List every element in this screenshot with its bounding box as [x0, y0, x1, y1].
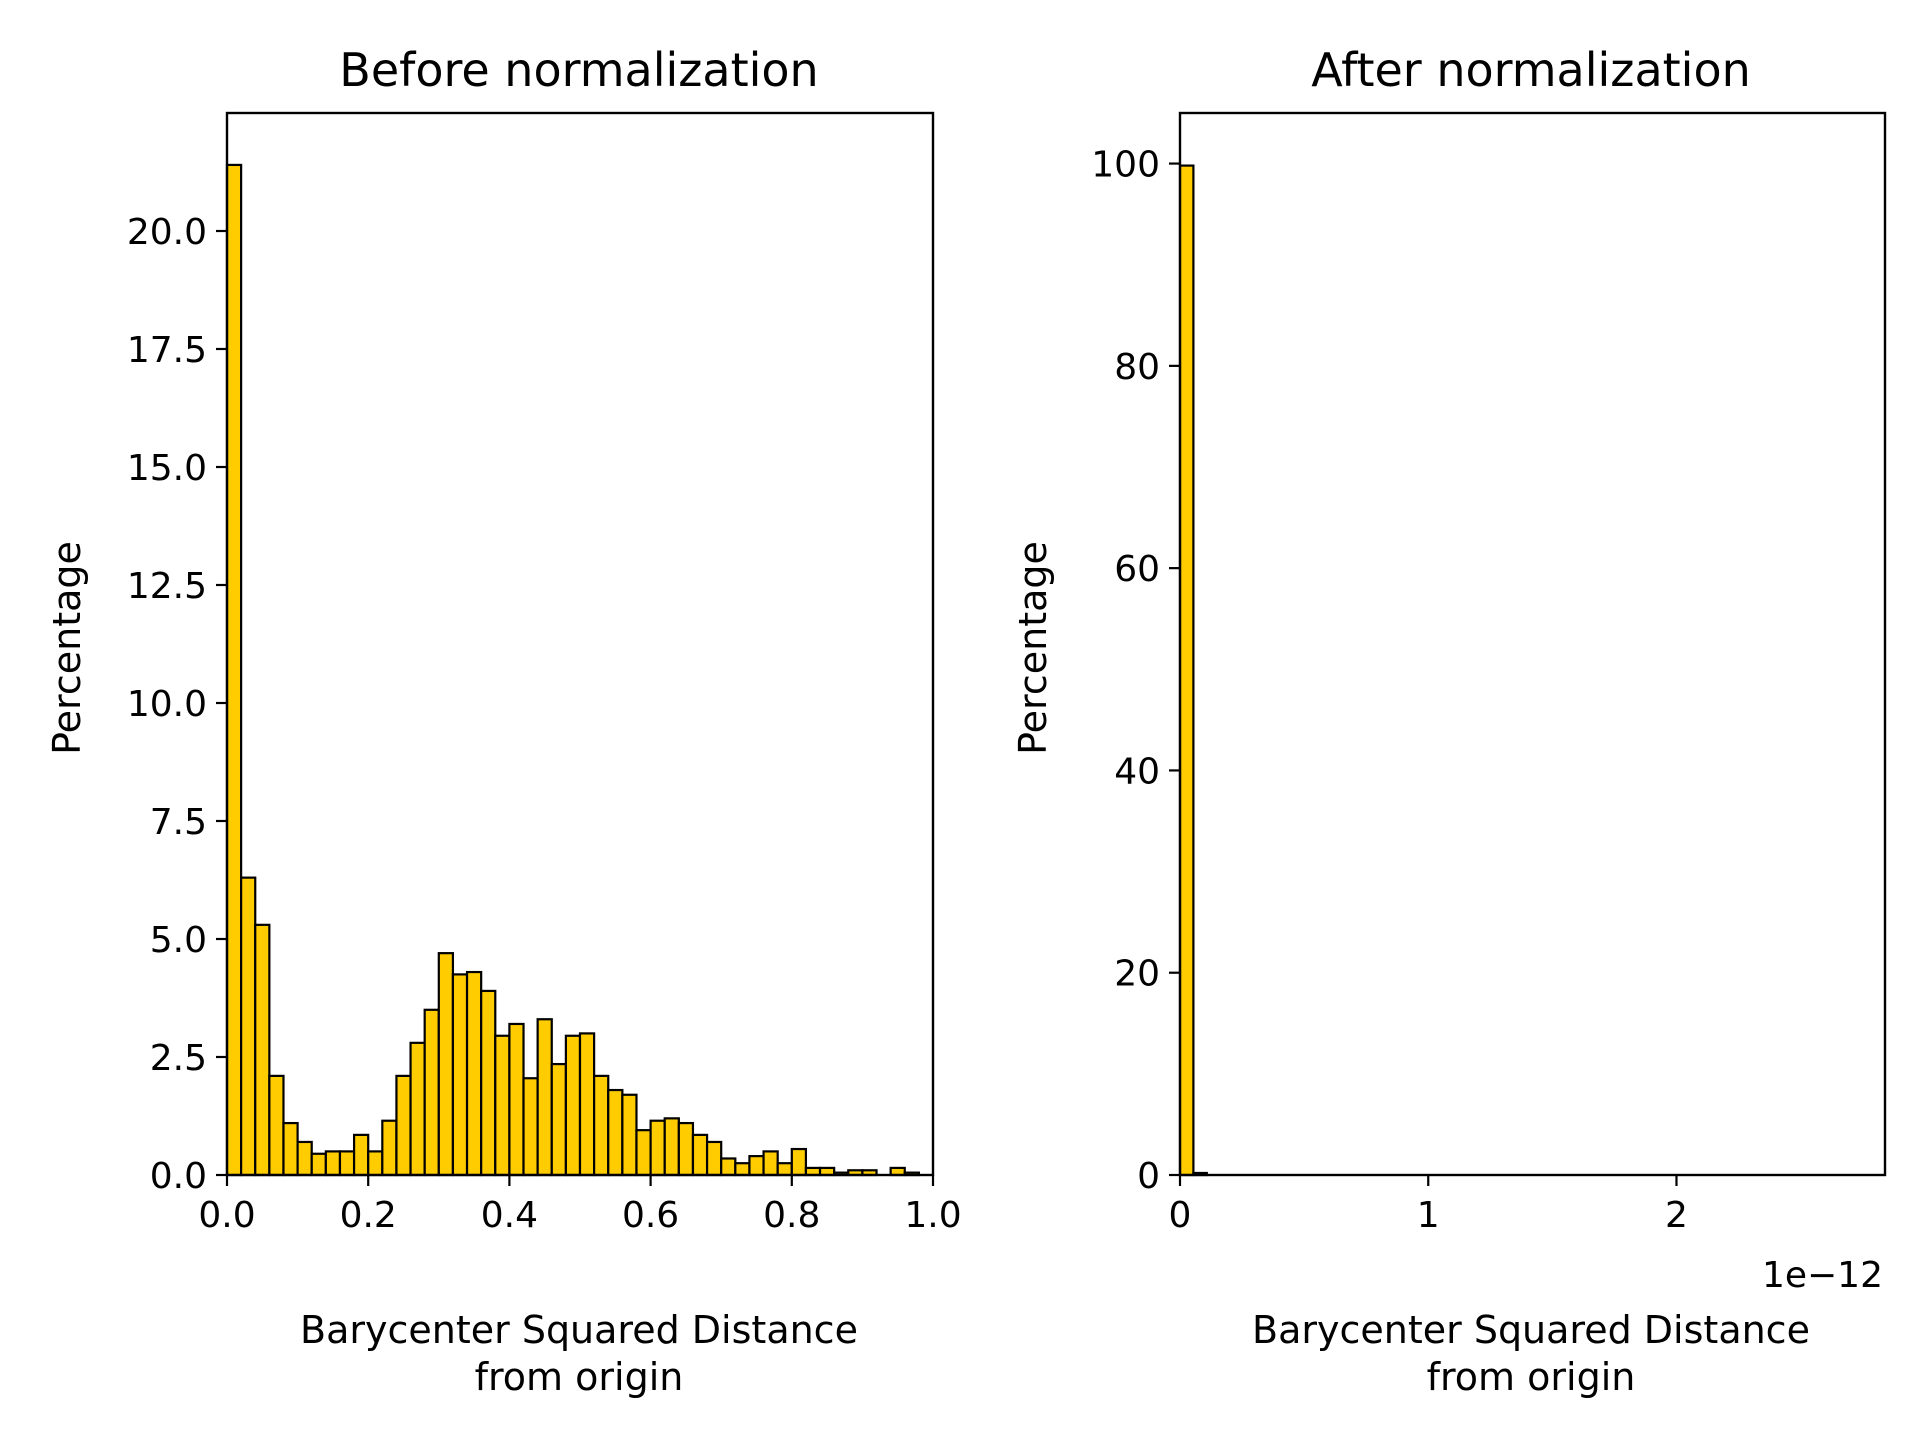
histogram-bar: [705, 1140, 723, 1177]
y-tick-label: 0: [1137, 1156, 1160, 1197]
histogram-bar: [578, 1032, 596, 1177]
histogram-bar: [776, 1162, 793, 1177]
y-tick-label: 2.5: [150, 1038, 207, 1079]
y-tick-label: 20: [1114, 954, 1160, 995]
histogram-bar: [691, 1133, 709, 1177]
histogram-bar: [310, 1152, 327, 1177]
histogram-bar: [762, 1150, 779, 1177]
histogram-bar: [381, 1119, 398, 1177]
x-tick-label: 0.6: [622, 1195, 679, 1236]
y-tick-label: 100: [1091, 145, 1160, 186]
x-tick-label: 1: [1417, 1195, 1440, 1236]
histogram-bar: [508, 1022, 525, 1177]
histogram-bar: [720, 1157, 737, 1177]
chart-title-after: After normalization: [1311, 43, 1751, 97]
histogram-bar: [437, 952, 455, 1177]
histogram-bar: [254, 923, 271, 1177]
histogram-bar: [296, 1140, 313, 1177]
chart-title-before: Before normalization: [339, 43, 818, 97]
histogram-bar: [395, 1074, 412, 1177]
x-tick-label: 2: [1665, 1195, 1688, 1236]
y-tick-label: 20.0: [127, 212, 207, 253]
histogram-bars-before: [225, 163, 920, 1177]
histogram-bar: [677, 1121, 695, 1177]
histogram-bar: [536, 1018, 553, 1177]
histogram-bar: [480, 989, 497, 1177]
x-tick-label: 0.0: [198, 1195, 255, 1236]
y-tick-label: 7.5: [150, 802, 207, 843]
histogram-bar: [790, 1147, 808, 1177]
histogram-bar: [593, 1074, 610, 1177]
x-axis-label-before-line1: Barycenter Squared Distance: [300, 1308, 858, 1352]
x-tick-label: 0.4: [481, 1195, 538, 1236]
panel-after-normalization: After normalization 0 1 2 0 20 40 60 80 100 1e−…: [1011, 43, 1887, 1399]
x-axis-label-before-line2: from origin: [475, 1355, 684, 1399]
y-ticks-before: 0.0 2.5 5.0 7.5 10.0 12.5 15.0 17.5 20.0: [127, 212, 227, 1197]
y-tick-label: 10.0: [127, 684, 207, 725]
y-ticks-after: 0 20 40 60 80 100: [1091, 145, 1180, 1197]
y-axis-label-after: Percentage: [1011, 541, 1055, 755]
histogram-bar: [663, 1117, 680, 1177]
y-tick-label: 5.0: [150, 920, 207, 961]
y-tick-label: 0.0: [150, 1156, 207, 1197]
y-axis-label-before: Percentage: [45, 541, 89, 755]
histogram-bar: [550, 1062, 567, 1177]
histogram-bar: [324, 1150, 342, 1177]
histogram-bar: [734, 1162, 751, 1177]
histogram-bar: [423, 1008, 440, 1177]
x-offset-label-after: 1e−12: [1762, 1255, 1883, 1296]
histogram-bar: [494, 1034, 511, 1177]
x-tick-label: 0: [1169, 1195, 1192, 1236]
histogram-bar: [649, 1119, 666, 1177]
y-tick-label: 17.5: [127, 330, 207, 371]
histogram-bar: [635, 1129, 652, 1177]
histogram-bar: [352, 1133, 370, 1177]
panel-before-normalization: Before normalization 0.0 0.2 0.4 0.6 0.8 1.0 …: [45, 43, 962, 1399]
histogram-bars-after: [1178, 164, 1208, 1177]
y-tick-label: 15.0: [127, 448, 207, 489]
histogram-bar: [748, 1155, 765, 1177]
histogram-bar: [451, 973, 469, 1177]
x-ticks-before: 0.0 0.2 0.4 0.6 0.8 1.0: [198, 1175, 962, 1236]
histogram-bar: [1178, 164, 1195, 1177]
histogram-bar: [338, 1150, 356, 1177]
x-ticks-after: 0 1 2: [1169, 1175, 1688, 1236]
y-tick-label: 60: [1114, 549, 1160, 590]
plot-frame-before: [225, 111, 935, 1177]
y-tick-label: 80: [1114, 347, 1160, 388]
histogram-bar: [621, 1093, 638, 1177]
plot-frame-after: [1178, 111, 1887, 1177]
histogram-bar: [465, 970, 483, 1177]
histogram-bar: [367, 1150, 384, 1177]
y-tick-label: 12.5: [127, 566, 207, 607]
y-tick-label: 40: [1114, 751, 1160, 792]
x-tick-label: 0.2: [340, 1195, 397, 1236]
histogram-bar: [564, 1034, 582, 1177]
histogram-bar: [240, 876, 257, 1177]
histogram-bar: [607, 1088, 624, 1177]
histogram-bar: [268, 1074, 285, 1177]
x-axis-label-after-line2: from origin: [1427, 1355, 1636, 1399]
x-tick-label: 1.0: [904, 1195, 961, 1236]
histogram-bar: [282, 1121, 299, 1177]
histogram-bar: [522, 1077, 539, 1177]
histogram-bar: [225, 163, 243, 1177]
x-tick-label: 0.8: [763, 1195, 820, 1236]
histogram-bar: [409, 1041, 426, 1177]
x-axis-label-after-line1: Barycenter Squared Distance: [1252, 1308, 1810, 1352]
